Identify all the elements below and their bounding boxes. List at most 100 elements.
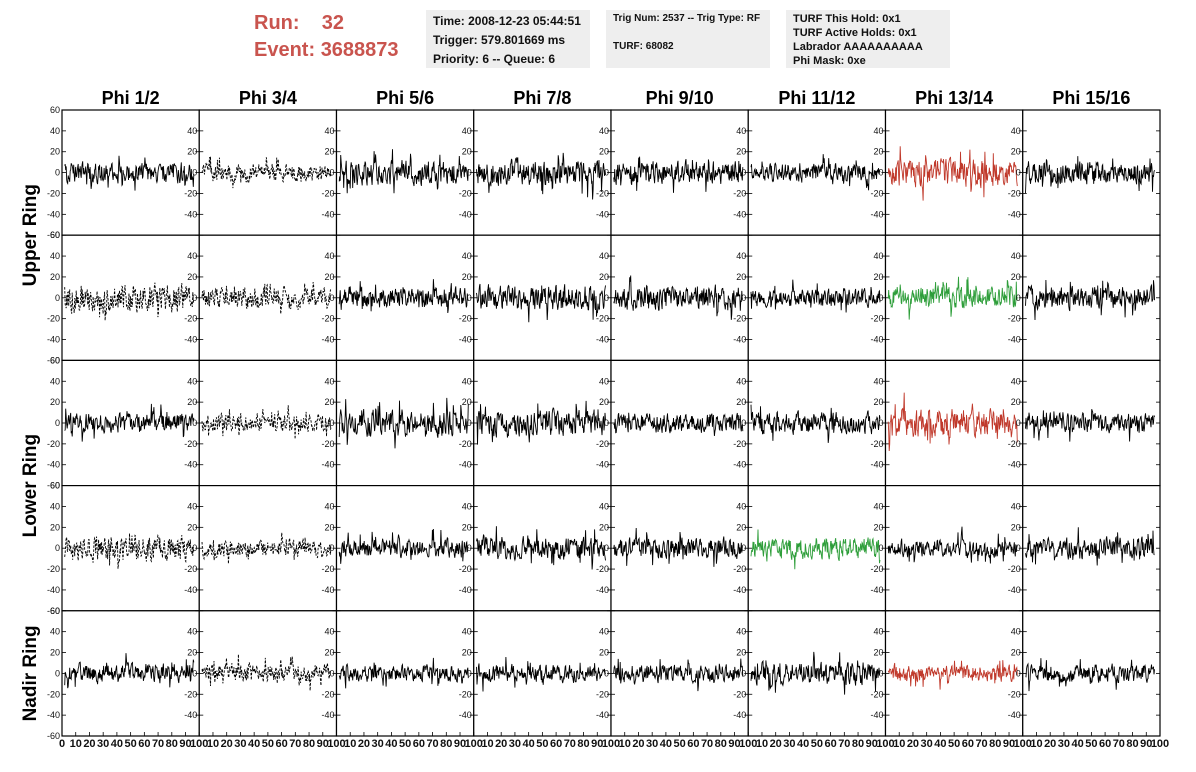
waveform-panel: -40 -20 0 20 40 — [733, 109, 887, 236]
column-title: Phi 15/16 — [1052, 88, 1130, 108]
y-tick-label: -20 — [459, 439, 472, 449]
x-tick-label: 90 — [454, 738, 466, 750]
y-tick-label: -40 — [184, 335, 197, 345]
y-tick-label: 40 — [324, 501, 334, 511]
waveform-panel: -40 -20 0 20 40 — [1008, 234, 1161, 361]
waveform-panel: -40 -20 0 20 40 — [459, 234, 612, 361]
y-tick-label: 0 — [1016, 168, 1021, 178]
y-tick-label: -40 — [733, 585, 746, 595]
time-info-box: Time: 2008-12-23 05:44:51 Trigger: 579.8… — [426, 10, 590, 68]
waveform-trace — [338, 528, 469, 564]
run-row: Run: 32 — [254, 10, 399, 37]
x-tick-label: 80 — [1126, 738, 1138, 750]
panel-frame — [610, 234, 749, 361]
x-tick-label: 40 — [523, 738, 535, 750]
y-tick-label: 0 — [192, 418, 197, 428]
y-tick-label: -40 — [184, 209, 197, 219]
waveform-trace — [338, 397, 469, 449]
x-tick-label: 70 — [152, 738, 164, 750]
y-tick-label: 0 — [55, 543, 60, 553]
y-tick-label: -20 — [1008, 689, 1021, 699]
y-tick-label: 20 — [187, 648, 197, 658]
waveform-trace — [64, 155, 195, 191]
y-tick-label: -20 — [47, 314, 60, 324]
waveform-panel: -40 -20 0 20 40 — [1008, 485, 1161, 612]
waveform-trace — [1025, 658, 1155, 692]
waveform-panel: -60 -40 -20 0 20 40 60 — [47, 105, 200, 240]
y-tick-label: 0 — [192, 668, 197, 678]
y-tick-label: -20 — [870, 439, 883, 449]
waveform-panel: -40 -20 0 20 40 — [870, 485, 1024, 612]
y-tick-label: 0 — [1016, 418, 1021, 428]
row-label: Lower Ring — [20, 434, 41, 537]
x-tick-label: 100 — [1014, 738, 1032, 750]
y-tick-label: -40 — [733, 335, 746, 345]
waveform-trace — [750, 529, 881, 570]
y-tick-label: -40 — [733, 710, 746, 720]
x-tick-label: 20 — [632, 738, 644, 750]
x-tick-label: 80 — [303, 738, 315, 750]
waveform-trace — [1025, 409, 1155, 442]
y-tick-label: 40 — [187, 251, 197, 261]
y-tick-label: 40 — [599, 376, 609, 386]
column-title: Phi 11/12 — [778, 88, 855, 108]
y-tick-label: 20 — [324, 272, 334, 282]
waveform-panel: -40 -20 0 20 40 — [733, 359, 887, 487]
run-event-header: Run: 32 Event: 3688873 — [254, 10, 399, 64]
y-tick-label: 40 — [1011, 126, 1021, 136]
trigger-text: Trigger: 579.801669 ms — [433, 33, 566, 47]
y-tick-label: 20 — [736, 522, 746, 532]
x-tick-label: 60 — [413, 738, 425, 750]
y-tick-label: 0 — [741, 168, 746, 178]
y-tick-label: 0 — [604, 668, 609, 678]
y-tick-label: 60 — [50, 355, 60, 365]
y-tick-label: -20 — [459, 689, 472, 699]
y-tick-label: 20 — [599, 522, 609, 532]
waveform-panel: -40 -20 0 20 40 — [184, 109, 338, 236]
y-tick-label: 0 — [878, 668, 883, 678]
x-tick-label: 10 — [70, 738, 82, 750]
x-tick-label: 50 — [948, 738, 960, 750]
x-tick-label: 10 — [207, 738, 219, 750]
y-tick-label: 0 — [55, 418, 60, 428]
waveform-trace — [887, 392, 1018, 452]
waveform-panel: -40 -20 0 20 40 — [184, 234, 338, 361]
y-tick-label: 0 — [1016, 543, 1021, 553]
x-tick-label: 20 — [221, 738, 233, 750]
x-tick-label: 10 — [619, 738, 631, 750]
x-tick-label: 60 — [962, 738, 974, 750]
waveform-trace — [201, 654, 332, 691]
y-tick-label: 20 — [873, 147, 883, 157]
waveform-trace — [201, 282, 332, 314]
waveform-panel: -60 -40 -20 0 20 40 60 — [47, 355, 200, 491]
waveform-trace — [1025, 156, 1155, 194]
y-tick-label: 40 — [736, 376, 746, 386]
waveform-panel: -40 -20 0 20 40 — [733, 234, 887, 361]
y-tick-label: 20 — [599, 147, 609, 157]
waveform-trace — [613, 527, 744, 567]
y-tick-label: 40 — [599, 126, 609, 136]
waveform-trace — [201, 156, 332, 189]
y-tick-label: -40 — [321, 710, 334, 720]
y-tick-label: -20 — [184, 564, 197, 574]
run-label: Run: — [254, 12, 300, 34]
turf-active-text: TURF Active Holds: 0x1 — [793, 27, 917, 39]
y-tick-label: 0 — [55, 168, 60, 178]
waveform-trace — [613, 275, 744, 320]
y-tick-label: 40 — [873, 376, 883, 386]
y-tick-label: -20 — [733, 188, 746, 198]
column-title: Phi 9/10 — [646, 88, 714, 108]
turf-hold-text: TURF This Hold: 0x1 — [793, 13, 901, 25]
x-tick-label: 30 — [1058, 738, 1070, 750]
waveform-panel: -40 -20 0 20 40 — [596, 359, 749, 487]
waveform-trace — [613, 412, 744, 437]
waveform-panel: -40 -20 0 20 40 — [459, 485, 612, 612]
y-tick-label: 40 — [599, 627, 609, 637]
y-tick-label: 40 — [1011, 376, 1021, 386]
x-tick-label: 100 — [876, 738, 894, 750]
y-tick-label: -40 — [596, 710, 609, 720]
y-tick-label: 20 — [50, 147, 60, 157]
y-tick-label: -20 — [596, 188, 609, 198]
y-tick-label: 0 — [1016, 668, 1021, 678]
